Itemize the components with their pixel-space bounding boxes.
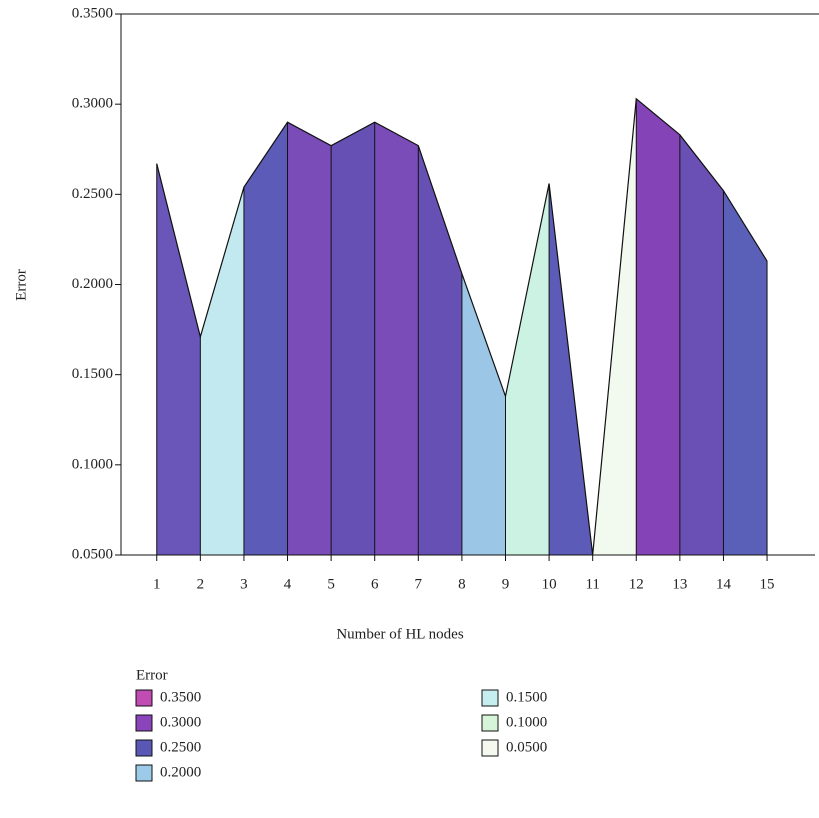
area-segment xyxy=(156,163,201,555)
x-tick-label: 10 xyxy=(542,576,557,592)
legend-title: Error xyxy=(136,667,168,683)
y-tick-label: 0.3000 xyxy=(72,96,113,112)
area-segment xyxy=(418,145,462,556)
legend-swatch xyxy=(481,689,499,707)
legend-label: 0.3000 xyxy=(160,714,201,730)
y-tick-label: 0.1000 xyxy=(72,456,113,472)
area-segment xyxy=(461,273,506,555)
legend-swatch xyxy=(135,739,153,757)
y-tick-label: 0.2000 xyxy=(72,276,113,292)
x-tick-label: 12 xyxy=(629,576,644,592)
legend-swatch xyxy=(135,764,153,782)
legend-label: 0.2000 xyxy=(160,764,201,780)
x-tick-label: 13 xyxy=(672,576,687,592)
y-tick-label: 0.3500 xyxy=(72,5,113,21)
legend-label: 0.1000 xyxy=(506,714,547,730)
area-segment xyxy=(243,122,288,555)
legend-label: 0.3500 xyxy=(160,689,201,705)
x-tick-label: 7 xyxy=(415,576,423,592)
x-tick-label: 8 xyxy=(458,576,466,592)
area-segment xyxy=(331,122,375,555)
x-tick-label: 5 xyxy=(327,576,335,592)
area-segment xyxy=(723,190,768,555)
area-line xyxy=(156,97,768,556)
x-tick-label: 14 xyxy=(716,576,732,592)
y-tick-label: 0.0500 xyxy=(72,546,113,562)
x-tick-label: 11 xyxy=(585,576,599,592)
area-segment xyxy=(679,134,724,555)
x-tick-label: 9 xyxy=(502,576,510,592)
x-tick-label: 4 xyxy=(284,576,292,592)
legend-label: 0.0500 xyxy=(506,739,547,755)
legend-swatch xyxy=(481,714,499,732)
area-segment xyxy=(505,183,550,555)
x-tick-label: 15 xyxy=(760,576,775,592)
area-segment xyxy=(636,98,680,556)
legend-swatch xyxy=(481,739,499,757)
x-tick-label: 3 xyxy=(240,576,248,592)
legend-swatch xyxy=(135,714,153,732)
y-tick-label: 0.2500 xyxy=(72,186,113,202)
area-segment xyxy=(287,122,332,555)
legend-label: 0.1500 xyxy=(506,689,547,705)
y-tick-label: 0.1500 xyxy=(72,366,113,382)
x-tick-label: 2 xyxy=(197,576,205,592)
area-segment xyxy=(374,122,419,555)
x-axis-label: Number of HL nodes xyxy=(336,626,463,642)
x-tick-label: 1 xyxy=(153,576,161,592)
legend-swatch xyxy=(135,689,153,707)
area-segment xyxy=(200,187,244,555)
x-tick-label: 6 xyxy=(371,576,379,592)
y-axis-label: Error xyxy=(13,269,29,301)
legend-label: 0.2500 xyxy=(160,739,201,755)
